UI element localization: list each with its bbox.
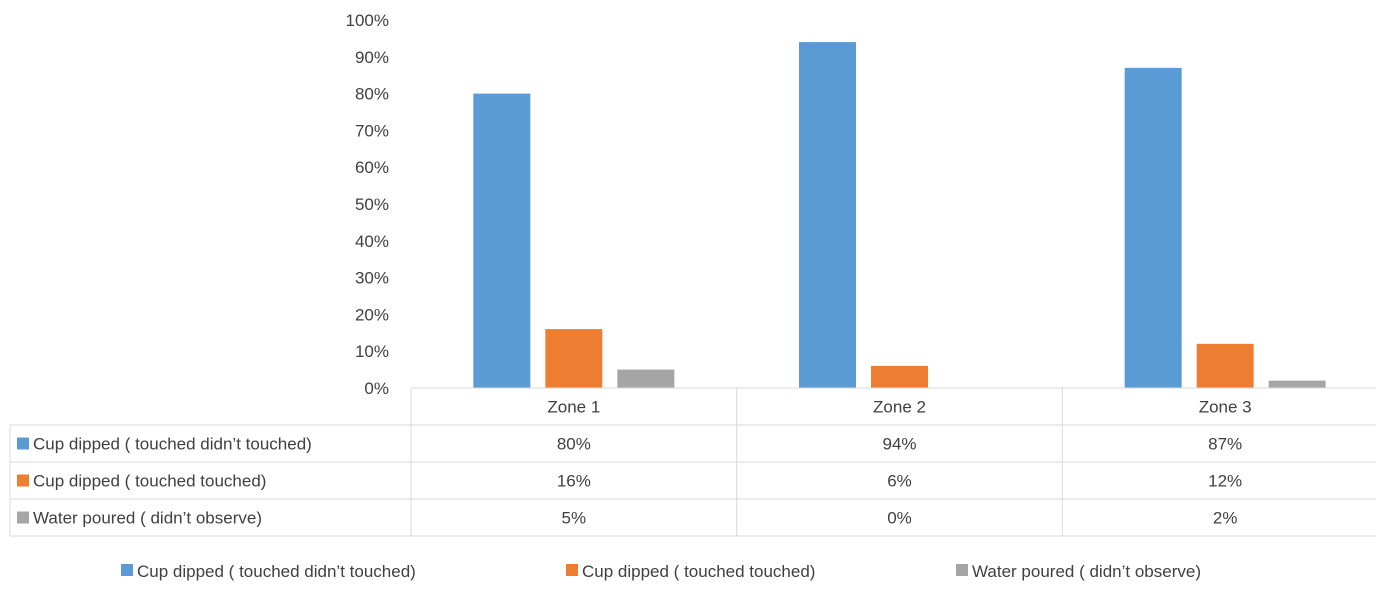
table-legend-key xyxy=(17,474,29,487)
y-tick-label: 40% xyxy=(355,232,389,251)
y-tick-label: 60% xyxy=(355,158,389,177)
data-label: 6% xyxy=(887,472,912,491)
legend-entry: Cup dipped ( touched touched) xyxy=(582,562,815,581)
legend-swatch xyxy=(956,564,968,576)
x-tick-label: Zone 3 xyxy=(1199,398,1252,417)
y-tick-label: 10% xyxy=(355,342,389,361)
data-label: 16% xyxy=(557,472,591,491)
legend-swatch xyxy=(566,564,578,576)
data-label: 2% xyxy=(1213,509,1238,528)
y-tick-label: 0% xyxy=(364,379,389,398)
y-tick-label: 90% xyxy=(355,48,389,67)
table-series-name: Water poured ( didn’t observe) xyxy=(33,509,262,528)
legend: Cup dipped ( touched didn’t touched) Cup … xyxy=(121,562,1201,581)
y-tick-label: 30% xyxy=(355,269,389,288)
bar xyxy=(545,329,603,388)
bar xyxy=(1196,343,1254,388)
data-label: 87% xyxy=(1208,435,1242,454)
x-tick-label: Zone 2 xyxy=(873,398,926,417)
legend-entry: Water poured ( didn’t observe) xyxy=(972,562,1201,581)
y-tick-label: 80% xyxy=(355,85,389,104)
data-label: 80% xyxy=(557,435,591,454)
data-label: 94% xyxy=(882,435,916,454)
table-legend-key xyxy=(17,437,29,450)
bar xyxy=(473,93,531,388)
bar xyxy=(871,365,928,388)
y-tick-label: 20% xyxy=(355,305,389,324)
bar xyxy=(799,42,856,388)
bar xyxy=(1124,67,1182,388)
x-tick-label: Zone 1 xyxy=(547,398,600,417)
data-label: 0% xyxy=(887,509,912,528)
bar xyxy=(617,369,675,388)
y-axis: 0% 10% 20% 30% 40% 50% 60% 70% 80% 90% 100% xyxy=(346,11,389,398)
bars xyxy=(473,42,1326,388)
table-series-name: Cup dipped ( touched touched) xyxy=(33,472,266,491)
table-series-name: Cup dipped ( touched didn’t touched) xyxy=(33,435,312,454)
data-label: 5% xyxy=(562,509,587,528)
bar xyxy=(1268,380,1326,388)
data-label: 12% xyxy=(1208,472,1242,491)
y-tick-label: 70% xyxy=(355,121,389,140)
y-tick-label: 100% xyxy=(346,11,389,30)
table-legend-key xyxy=(17,511,29,524)
legend-swatch xyxy=(121,564,133,576)
data-table: Zone 1 Zone 2 Zone 3 Cup dipped ( touched d… xyxy=(9,387,1376,537)
legend-entry: Cup dipped ( touched didn’t touched) xyxy=(137,562,416,581)
y-tick-label: 50% xyxy=(355,195,389,214)
